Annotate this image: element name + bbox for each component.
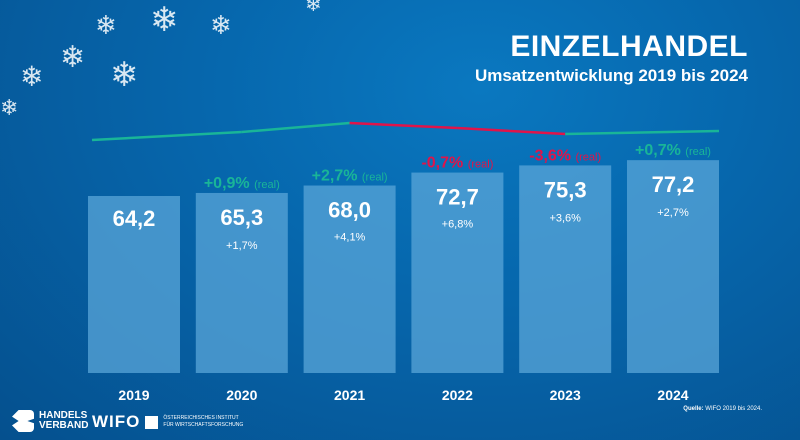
bar-2021 <box>303 185 396 373</box>
real-change-label: -0,7% (real) <box>421 155 493 172</box>
wifo-square-icon <box>145 415 159 429</box>
x-tick-label: 2020 <box>226 387 257 403</box>
trend-segment <box>349 121 458 130</box>
real-change-label: +0,7% (real) <box>635 142 711 159</box>
x-tick-label: 2021 <box>334 387 365 403</box>
nominal-change-label: +6,8% <box>442 219 474 231</box>
snowflake-icon: ❄ <box>150 1 179 39</box>
source-note: Quelle: WIFO 2019 bis 2024. <box>683 406 762 412</box>
snowflake-icon: ❄ <box>0 95 19 120</box>
x-tick-label: 2022 <box>442 387 473 403</box>
trend-segment <box>565 129 720 136</box>
snowflake-icon: ❄ <box>95 10 117 40</box>
trend-segment <box>91 130 242 142</box>
bar-2019 <box>88 196 180 373</box>
value-label: 65,3 <box>220 205 263 230</box>
value-label: 68,0 <box>328 198 371 223</box>
value-label: 72,7 <box>436 185 479 210</box>
nominal-change-label: +4,1% <box>334 232 366 244</box>
trend-segment <box>457 126 566 136</box>
wifo-logo: WIFO ÖSTERREICHISCHES INSTITUT FÜR WIRTSC… <box>92 412 243 432</box>
x-tick-label: 2023 <box>550 387 581 403</box>
x-tick-label: 2024 <box>657 387 688 403</box>
handelsverband-logo: HANDELS VERBAND <box>12 410 89 432</box>
real-change-label: +0,9% (real) <box>204 175 280 192</box>
real-change-label: -3,6% (real) <box>529 147 601 164</box>
wifo-line1: ÖSTERREICHISCHES INSTITUT <box>163 415 239 421</box>
bar-2020 <box>195 192 288 373</box>
source-label: Quelle: <box>683 406 704 412</box>
value-label: 64,2 <box>113 206 156 231</box>
snowflake-icon: ❄ <box>110 56 139 94</box>
nominal-change-label: +1,7% <box>226 240 258 252</box>
page-title: EINZELHANDEL <box>510 30 748 63</box>
real-change-label: +2,7% (real) <box>312 168 388 185</box>
value-label: 77,2 <box>652 172 695 197</box>
nominal-change-label: +3,6% <box>549 212 581 224</box>
wifo-line2: FÜR WIRTSCHAFTSFORSCHUNG <box>163 422 244 428</box>
handelsverband-mark-icon <box>12 410 34 432</box>
bar-2024 <box>627 160 719 373</box>
wifo-mark: WIFO <box>92 412 141 431</box>
snowflake-icon: ❄ <box>20 61 44 92</box>
nominal-change-label: +2,7% <box>657 207 689 219</box>
snowflake-icon: ❄ <box>305 0 322 16</box>
page-subtitle: Umsatzentwicklung 2019 bis 2024 <box>474 66 748 85</box>
snowflake-icon: ❄ <box>210 10 232 40</box>
value-label: 75,3 <box>544 177 587 202</box>
bar-2022 <box>411 172 504 373</box>
source-text: WIFO 2019 bis 2024. <box>705 406 762 412</box>
trend-segment <box>241 121 350 134</box>
snowflake-icon: ❄ <box>60 41 86 74</box>
handelsverband-text: HANDELS VERBAND <box>39 410 89 431</box>
bar-2023 <box>519 165 612 373</box>
x-tick-label: 2019 <box>118 387 149 403</box>
